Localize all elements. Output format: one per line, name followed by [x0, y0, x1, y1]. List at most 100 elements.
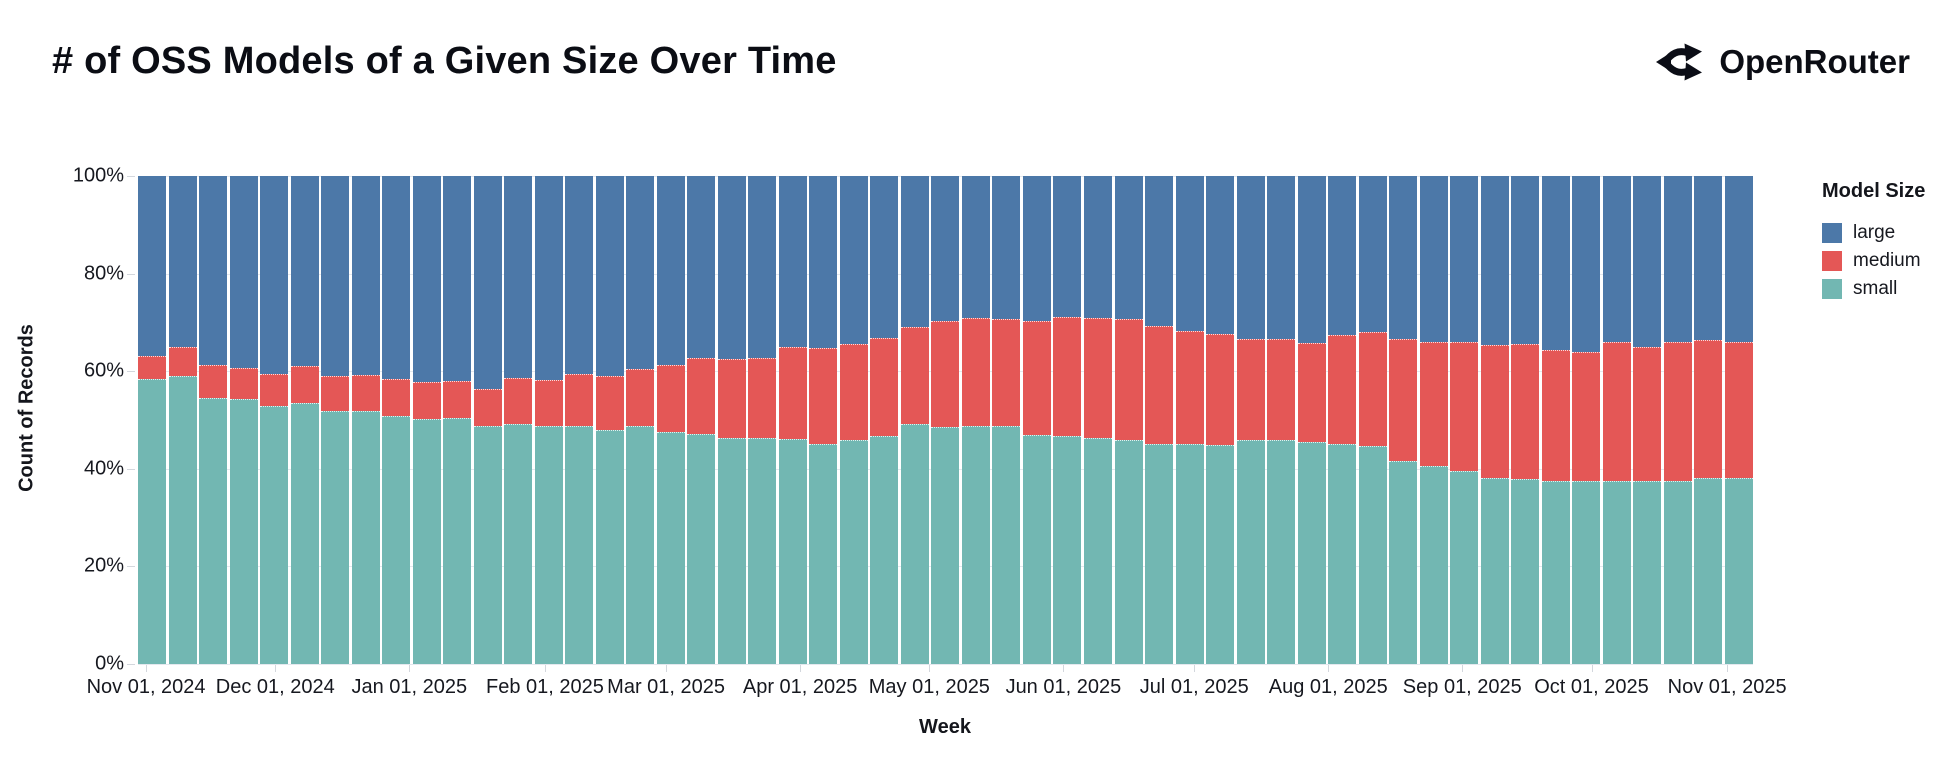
bar-segment-large — [595, 176, 624, 376]
bar-segment-small — [1450, 470, 1479, 664]
x-tick-label: Feb 01, 2025 — [486, 676, 604, 698]
bar-week-2025-02-02 — [565, 176, 594, 664]
brand-name: OpenRouter — [1719, 43, 1910, 80]
bar-week-2024-11-10 — [199, 176, 228, 664]
x-axis-title: Week — [919, 716, 971, 738]
bar-segment-small — [412, 419, 441, 664]
bar-segment-small — [961, 425, 990, 664]
bar-segment-large — [809, 176, 838, 348]
bar-segment-small — [1297, 442, 1326, 664]
bar-week-2025-10-05 — [1633, 176, 1662, 664]
bar-segment-medium — [900, 327, 929, 424]
bar-week-2025-08-17 — [1419, 176, 1448, 664]
bar-segment-large — [351, 176, 380, 376]
legend-label: large — [1853, 222, 1896, 243]
x-tick-label: Apr 01, 2025 — [742, 676, 858, 698]
bar-segment-small — [1694, 477, 1723, 664]
bar-week-2025-04-20 — [900, 176, 929, 664]
bar-segment-small — [199, 398, 228, 664]
bar-segment-small — [351, 410, 380, 664]
y-tick-label: 40% — [83, 457, 124, 480]
bar-segment-medium — [1053, 316, 1082, 436]
bar-week-2025-06-29 — [1206, 176, 1235, 664]
bar-segment-medium — [1480, 344, 1509, 478]
x-tick-mark — [146, 665, 148, 672]
y-tick-mark — [127, 664, 135, 665]
legend-item-small: small — [1822, 275, 1925, 303]
bar-segment-small — [1358, 446, 1387, 664]
bar-segment-medium — [1328, 335, 1357, 444]
bar-week-2025-10-26 — [1724, 176, 1753, 664]
x-tick-mark — [800, 665, 802, 672]
legend-swatch-small — [1822, 279, 1842, 299]
y-tick-mark — [127, 468, 135, 470]
bar-segment-medium — [1450, 342, 1479, 471]
bar-segment-small — [382, 415, 411, 664]
x-tick-mark — [666, 665, 668, 672]
bar-week-2025-08-31 — [1480, 176, 1509, 664]
bar-segment-large — [1358, 176, 1387, 333]
bar-segment-medium — [1511, 343, 1540, 479]
bar-week-2025-04-06 — [839, 176, 868, 664]
bar-week-2025-06-22 — [1175, 176, 1204, 664]
bar-segment-medium — [321, 375, 350, 411]
bar-segment-medium — [1267, 338, 1296, 440]
bar-week-2025-10-12 — [1663, 176, 1692, 664]
bar-segment-large — [1602, 176, 1631, 343]
bar-segment-medium — [1083, 318, 1112, 438]
x-tick-label: Jan 01, 2025 — [351, 676, 468, 698]
bar-week-2025-03-16 — [748, 176, 777, 664]
bar-segment-large — [717, 176, 746, 359]
y-tick-label: 100% — [72, 164, 124, 187]
bar-segment-medium — [260, 374, 289, 406]
bar-segment-medium — [961, 317, 990, 426]
bar-week-2025-01-05 — [443, 176, 472, 664]
bar-segment-medium — [1541, 349, 1570, 482]
bar-segment-small — [168, 375, 197, 664]
bar-week-2025-01-12 — [473, 176, 502, 664]
bar-week-2025-02-09 — [595, 176, 624, 664]
bar-segment-small — [1053, 435, 1082, 664]
bar-segment-medium — [931, 320, 960, 428]
bar-segment-large — [778, 176, 807, 348]
bar-segment-medium — [1724, 341, 1753, 478]
bar-segment-small — [1724, 477, 1753, 664]
bar-segment-small — [595, 429, 624, 664]
bar-segment-large — [1083, 176, 1112, 319]
legend-item-medium: medium — [1822, 247, 1925, 275]
bar-segment-small — [1022, 435, 1051, 664]
bar-week-2025-06-08 — [1114, 176, 1143, 664]
y-tick-mark — [127, 566, 135, 568]
bar-segment-large — [1389, 176, 1418, 339]
bar-segment-medium — [1145, 325, 1174, 444]
bar-week-2024-12-08 — [321, 176, 350, 664]
bar-segment-small — [900, 423, 929, 664]
bar-segment-medium — [382, 379, 411, 416]
bar-week-2025-08-03 — [1358, 176, 1387, 664]
bar-segment-large — [870, 176, 899, 338]
bar-segment-small — [870, 435, 899, 664]
x-tick-mark — [1063, 665, 1065, 672]
bar-segment-small — [321, 410, 350, 664]
bar-segment-medium — [870, 337, 899, 436]
bar-segment-medium — [443, 381, 472, 418]
bar-segment-large — [1022, 176, 1051, 322]
bar-segment-large — [1328, 176, 1357, 336]
bar-segment-large — [1633, 176, 1662, 348]
bar-segment-small — [1206, 444, 1235, 664]
bar-segment-large — [260, 176, 289, 375]
x-tick-label: Sep 01, 2025 — [1402, 676, 1522, 698]
legend-title: Model Size — [1822, 180, 1926, 202]
bar-segment-small — [748, 438, 777, 664]
bar-segment-large — [1114, 176, 1143, 319]
bar-segment-small — [839, 440, 868, 664]
bar-segment-small — [504, 423, 533, 664]
plot-area — [138, 176, 1753, 664]
bar-week-2025-03-09 — [717, 176, 746, 664]
bar-segment-large — [1572, 176, 1601, 352]
bar-segment-medium — [1419, 342, 1448, 466]
bar-week-2025-09-07 — [1511, 176, 1540, 664]
bar-segment-medium — [1175, 330, 1204, 444]
x-tick-label: Jun 01, 2025 — [1005, 676, 1122, 698]
bar-segment-medium — [992, 318, 1021, 426]
